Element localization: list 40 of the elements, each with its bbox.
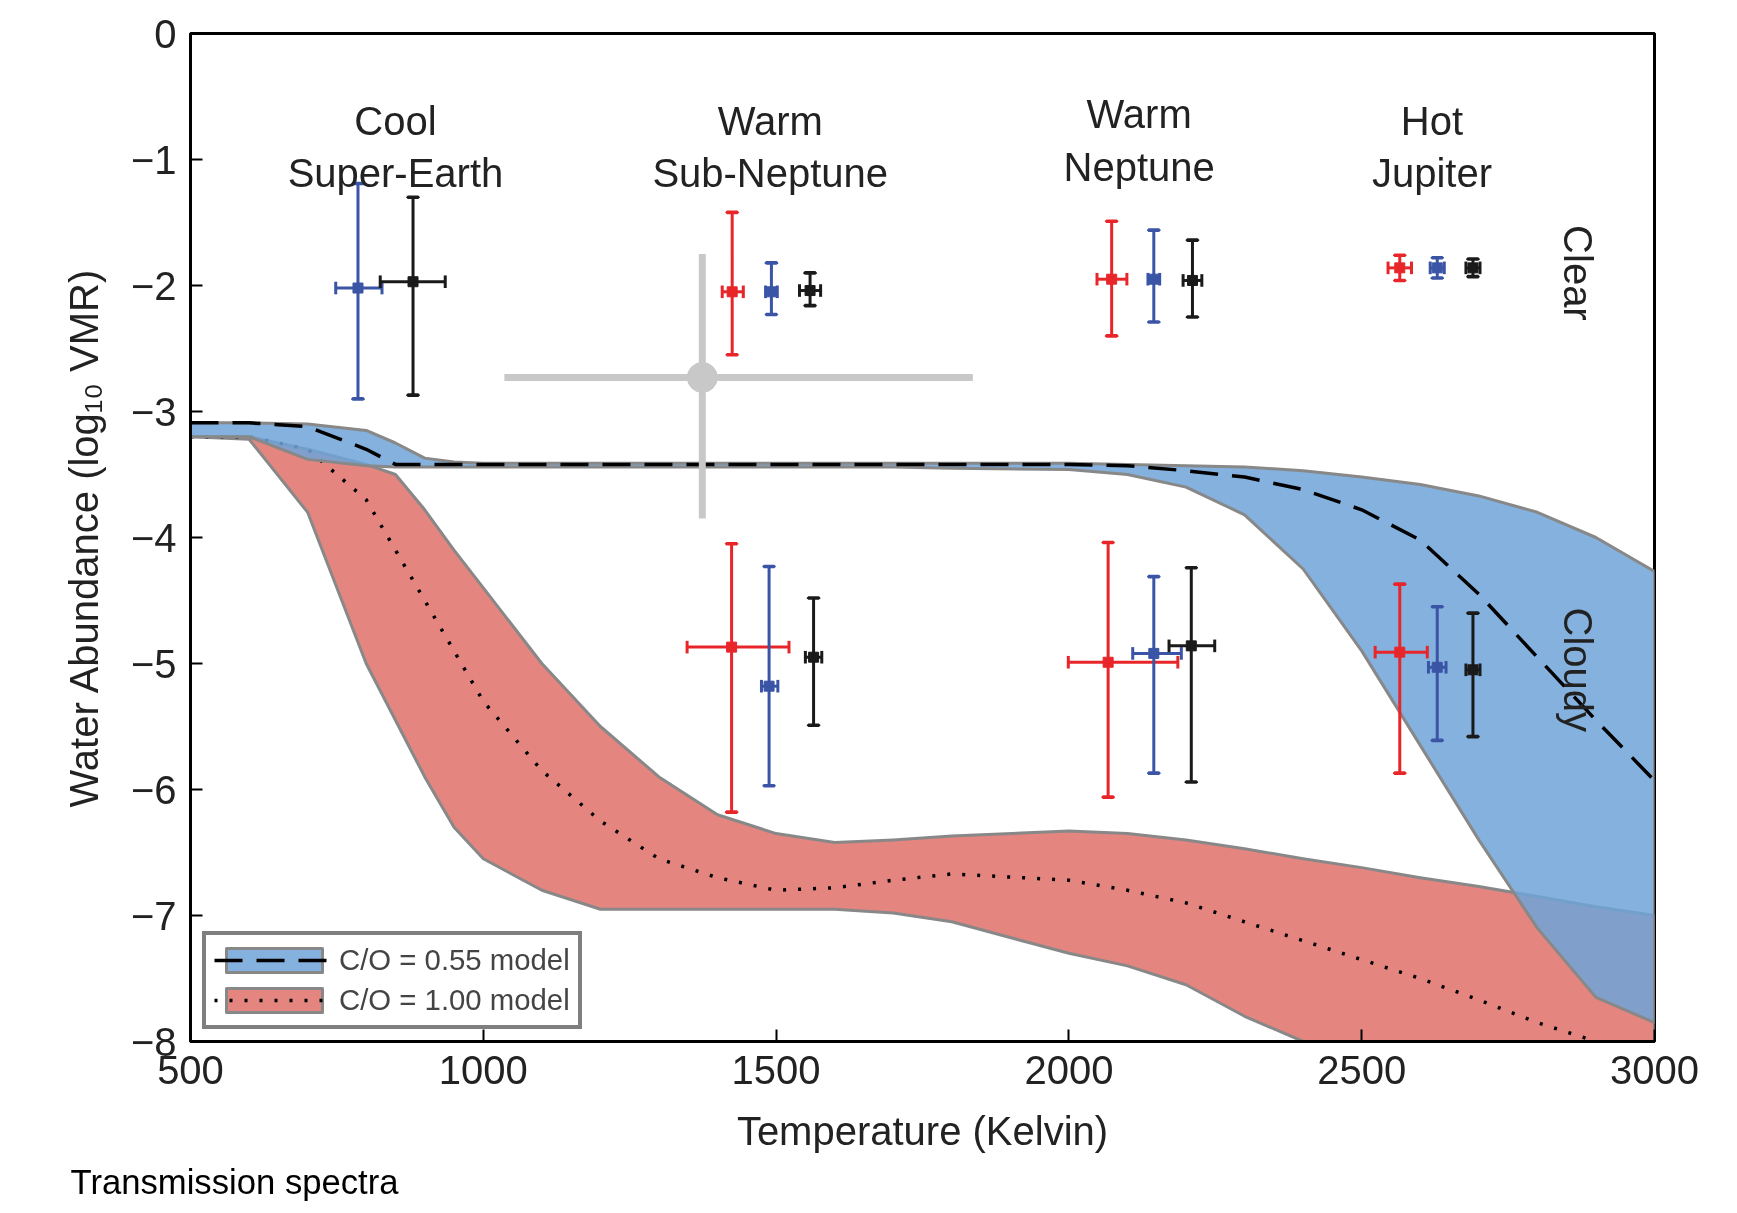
y-tick-label: −6 <box>130 767 177 812</box>
point <box>1148 647 1160 659</box>
point <box>1185 640 1197 652</box>
y-tick-label: −1 <box>130 137 177 182</box>
point <box>804 285 816 297</box>
x-tick-label: 1500 <box>731 1047 821 1092</box>
y-tick-label: −2 <box>130 263 177 308</box>
y-tick-label: 0 <box>154 11 177 56</box>
y-axis-title: Water Abundance (log₁₀ VMR) <box>61 269 106 808</box>
text: Transmission spectra <box>70 1162 400 1201</box>
point <box>1394 646 1406 658</box>
point <box>352 282 364 294</box>
annotation: Hot Jupiter <box>1371 98 1493 196</box>
point <box>1106 273 1118 285</box>
y-tick-label: −4 <box>130 515 177 560</box>
point <box>1394 262 1406 274</box>
y-tick-label: −3 <box>130 389 177 434</box>
x-tick-label: 3000 <box>1610 1047 1699 1092</box>
point <box>1431 661 1443 673</box>
x-tick-label: 1000 <box>438 1047 528 1092</box>
x-tick-label: 2000 <box>1024 1047 1114 1092</box>
y-tick-label: −7 <box>130 893 177 938</box>
point <box>686 362 718 393</box>
annotation: Clear <box>1556 225 1601 321</box>
legend-label: C/O = 0.55 model <box>339 943 570 977</box>
point <box>1102 656 1114 668</box>
annotation: Cloudy <box>1556 607 1601 733</box>
annotation: Cool Super-Earth <box>287 98 504 196</box>
annotation: Warm Sub-Neptune <box>652 98 889 196</box>
point <box>808 651 820 663</box>
point <box>1186 274 1198 286</box>
legend-label: C/O = 1.00 model <box>339 983 570 1017</box>
point <box>726 641 738 653</box>
x-tick-label: 2500 <box>1317 1047 1407 1092</box>
point <box>726 286 738 298</box>
y-tick-label: −5 <box>130 641 177 686</box>
point <box>407 276 419 288</box>
point <box>763 680 775 692</box>
annotation: Warm Neptune <box>1063 92 1215 189</box>
x-axis-title: Temperature (Kelvin) <box>736 1108 1109 1153</box>
